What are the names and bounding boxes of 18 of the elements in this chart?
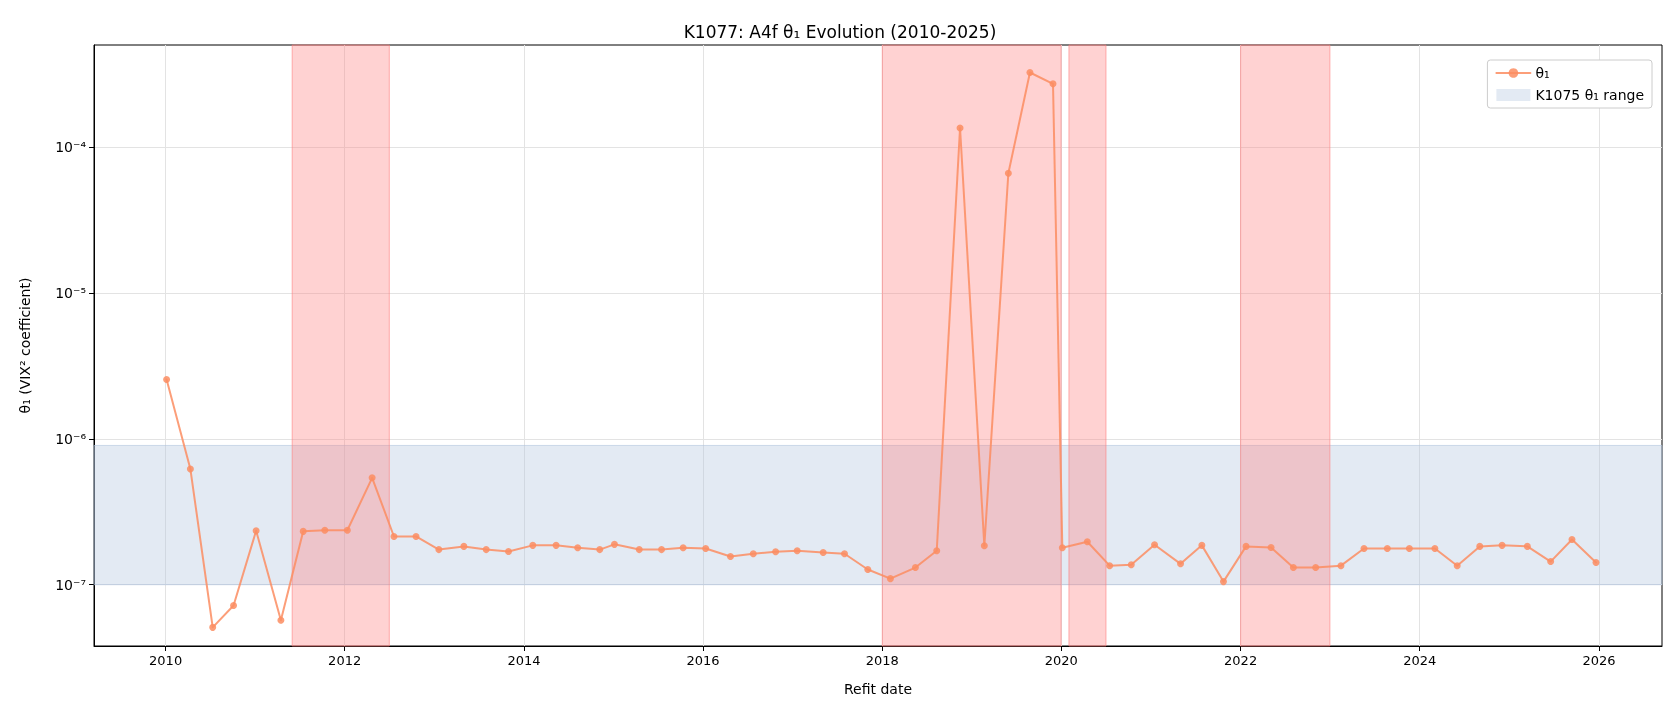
- x-axis-title: Refit date: [843, 681, 913, 697]
- x-tick-label: 2016: [686, 653, 720, 668]
- x-tick-label: 2012: [328, 653, 362, 668]
- x-tick-label: 2024: [1403, 653, 1437, 668]
- x-tick-label: 2010: [149, 653, 183, 668]
- y-tick-label: 10⁻⁷: [55, 576, 86, 593]
- y-axis-title: θ₁ (VIX² coefficient): [17, 277, 33, 414]
- x-tick-label: 2018: [865, 653, 899, 668]
- y-tick-label: 10⁻⁵: [55, 284, 86, 301]
- x-tick-label: 2020: [1044, 653, 1078, 668]
- legend-label: θ₁: [1535, 65, 1550, 81]
- x-tick-label: 2026: [1582, 653, 1616, 668]
- x-tick-label: 2014: [507, 653, 541, 668]
- x-tick-label: 2022: [1224, 653, 1258, 668]
- chart-title: K1077: A4f θ₁ Evolution (2010-2025): [683, 21, 997, 42]
- y-tick-label: 10⁻⁶: [55, 430, 87, 447]
- legend-label: K1075 θ₁ range: [1535, 87, 1645, 103]
- y-tick-label: 10⁻⁴: [55, 138, 87, 155]
